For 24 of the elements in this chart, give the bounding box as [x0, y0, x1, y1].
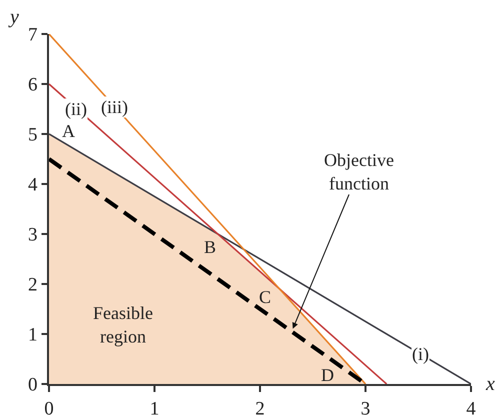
y-tick-label: 3	[28, 224, 38, 246]
x-tick-label: 2	[255, 398, 265, 415]
x-tick-label: 0	[44, 398, 54, 415]
annotation: (ii)	[65, 99, 87, 119]
annotation: (i)	[412, 344, 429, 364]
annotation: (iii)	[101, 97, 128, 117]
y-tick-label: 6	[28, 74, 38, 96]
y-tick-label: 5	[28, 124, 38, 146]
annotation: D	[321, 365, 334, 385]
x-tick-label: 1	[150, 398, 160, 415]
y-tick-label: 4	[28, 174, 38, 196]
annotation: Feasible region	[93, 303, 153, 346]
y-tick-label: 7	[28, 24, 38, 46]
y-axis-title: y	[8, 6, 19, 28]
y-tick-label: 1	[28, 324, 38, 346]
annotation: C	[259, 287, 272, 307]
annotation: A	[62, 121, 75, 141]
x-axis-title: x	[485, 373, 495, 395]
x-tick-label: 4	[466, 398, 476, 415]
annotation: Objective function	[324, 150, 394, 194]
y-tick-label: 2	[28, 274, 38, 296]
annotation: B	[204, 237, 216, 257]
y-tick-label: 0	[28, 374, 38, 396]
x-tick-label: 3	[360, 398, 370, 415]
